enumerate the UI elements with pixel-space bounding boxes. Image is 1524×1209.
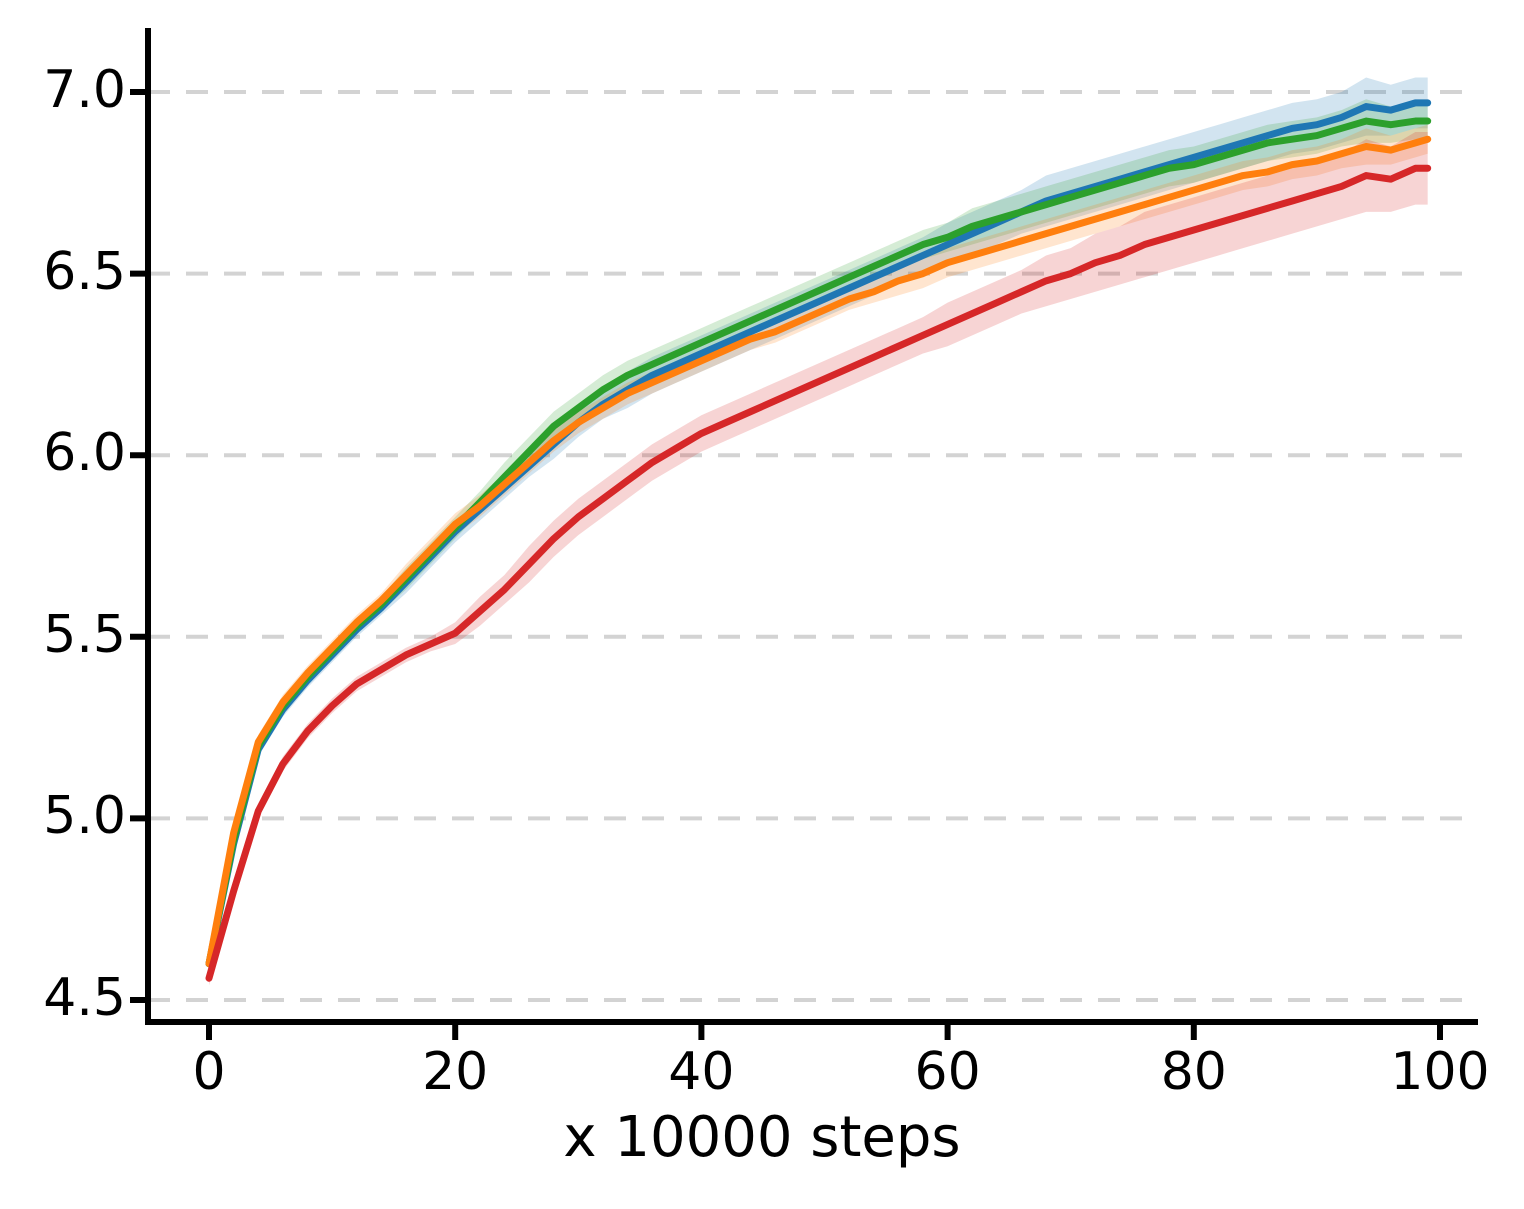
series-lines: [205, 99, 1432, 982]
axis-ticks: [130, 89, 1443, 1040]
x-tick-label: 60: [914, 1042, 981, 1102]
x-tick-label: 80: [1160, 1042, 1227, 1102]
x-tick-label: 40: [668, 1042, 735, 1102]
y-tick-label: 7.0: [43, 60, 126, 120]
y-tick-label: 6.5: [43, 241, 126, 302]
y-tick-label: 5.5: [43, 604, 126, 665]
y-tick-label: 6.0: [43, 423, 126, 484]
y-tick-label: 4.5: [43, 968, 126, 1028]
series-line-red: [205, 164, 1432, 982]
confidence-band-orange: [209, 124, 1428, 971]
x-tick-label: 0: [192, 1042, 226, 1102]
gridlines: [148, 90, 1478, 1002]
y-tick-label: 5.0: [43, 786, 126, 847]
series-line-orange: [205, 135, 1432, 968]
axis-spines: [145, 28, 1478, 1025]
confidence-band-red: [209, 131, 1428, 986]
x-tick-label: 20: [422, 1042, 489, 1102]
x-tick-label: 100: [1390, 1042, 1490, 1102]
x-axis-label: x 10000 steps: [563, 1105, 961, 1170]
